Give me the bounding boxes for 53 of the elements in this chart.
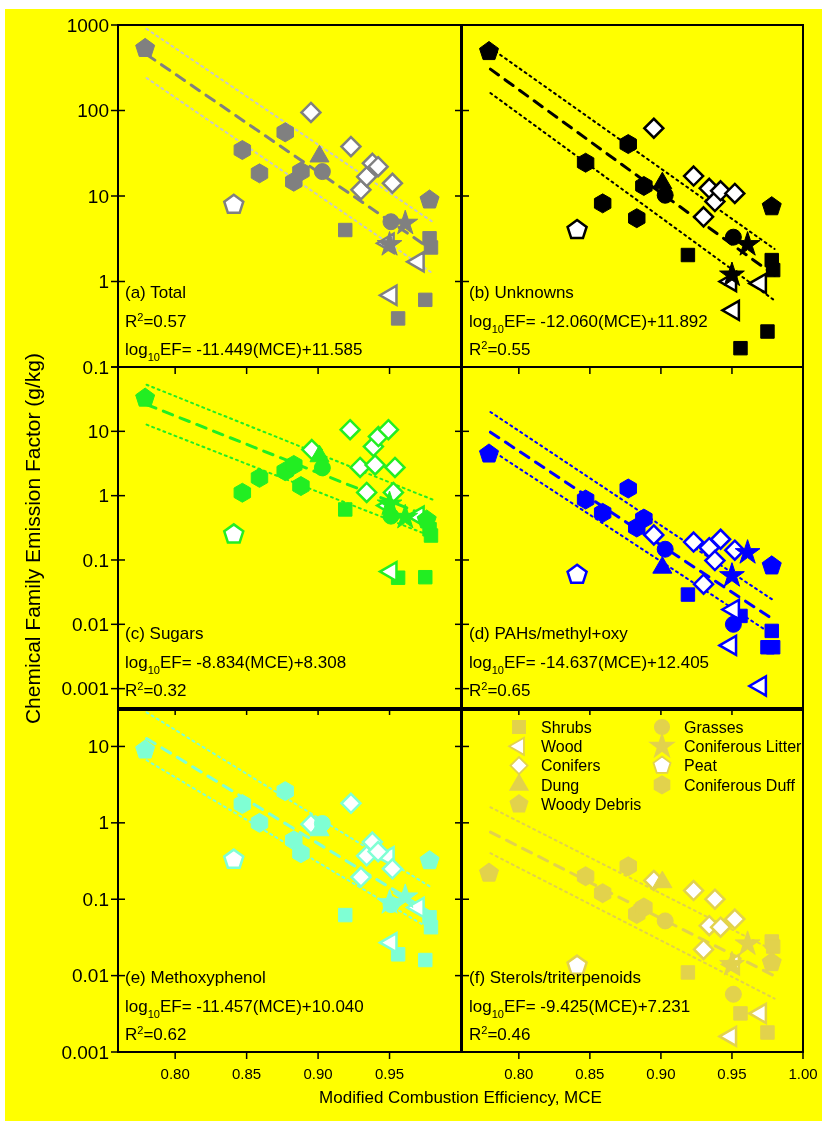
legend-label: Wood xyxy=(541,737,583,755)
legend-label: Peat xyxy=(684,757,718,775)
annotation: R$^{2}$=0.65 xyxy=(469,680,531,700)
y-tick-label: 10 xyxy=(87,736,109,758)
y-tick-label: 0.1 xyxy=(82,549,109,571)
annotation: (c) Sugars xyxy=(125,624,204,643)
annotation: (e) Methoxyphenol xyxy=(125,968,266,987)
x-tick-label: 0.85 xyxy=(232,1065,262,1082)
x-tick-label: 0.90 xyxy=(303,1065,333,1082)
annotation: log$_{10}$EF= -8.834(MCE)+8.308 xyxy=(125,652,347,676)
annotation: log$_{10}$EF= -9.425(MCE)+7.231 xyxy=(469,996,691,1020)
y-tick-label: 0.1 xyxy=(82,356,109,378)
y-tick-label: 100 xyxy=(77,100,109,122)
annotation: log$_{10}$EF= -14.637(MCE)+12.405 xyxy=(469,652,710,676)
legend-label: Grasses xyxy=(684,718,744,736)
annotation: R$^{2}$=0.32 xyxy=(125,680,187,700)
annotation: R$^{2}$=0.57 xyxy=(125,310,187,331)
annotation: R$^{2}$=0.62 xyxy=(125,1024,187,1044)
legend-label: Coniferous Duff xyxy=(684,776,796,794)
y-tick-label: 0.001 xyxy=(61,678,109,700)
x-tick-label: 0.85 xyxy=(575,1065,605,1082)
x-tick-label: 0.80 xyxy=(160,1065,190,1082)
y-tick-label: 0.001 xyxy=(61,1041,109,1063)
y-tick-label: 10 xyxy=(87,185,109,207)
annotation: log$_{10}$EF= -12.060(MCE)+11.892 xyxy=(469,311,708,335)
y-tick-label: 10 xyxy=(87,420,109,442)
y-tick-label: 0.01 xyxy=(72,613,109,635)
legend-label: Shrubs xyxy=(541,718,592,736)
y-axis-title: Chemical Family Emission Factor (g/kg) xyxy=(21,352,44,725)
annotation: R$^{2}$=0.55 xyxy=(469,339,531,359)
annotation: (b) Unknowns xyxy=(469,283,574,302)
annotation: log$_{10}$EF= -11.449(MCE)+11.585 xyxy=(125,340,363,363)
y-tick-label: 1 xyxy=(98,271,109,293)
y-tick-label: 0.01 xyxy=(72,965,109,987)
x-axis-title: Modified Combustion Efficiency, MCE xyxy=(319,1088,602,1107)
x-tick-label: 0.95 xyxy=(374,1065,405,1082)
annotation: (a) Total xyxy=(125,283,187,302)
legend-label: Woody Debris xyxy=(541,795,642,813)
x-tick-label: 0.80 xyxy=(504,1065,534,1082)
y-tick-label: 1 xyxy=(98,812,109,834)
y-tick-label: 0.1 xyxy=(82,888,109,910)
annotation: log$_{10}$EF= -11.457(MCE)+10.040 xyxy=(125,996,364,1020)
legend-label: Coniferous Litter xyxy=(684,737,803,755)
y-tick-label: 1 xyxy=(98,485,109,507)
annotation: (d) PAHs/methyl+oxy xyxy=(469,624,629,643)
annotation: (f) Sterols/triterpenoids xyxy=(469,968,641,987)
legend-label: Conifers xyxy=(541,757,601,775)
y-tick-label: 1000 xyxy=(66,14,109,36)
x-tick-label: 0.90 xyxy=(646,1065,676,1082)
annotation: R$^{2}$=0.46 xyxy=(469,1024,531,1044)
legend-label: Dung xyxy=(541,776,580,794)
x-tick-label: 1.00 xyxy=(788,1065,818,1082)
x-tick-label: 0.95 xyxy=(717,1065,747,1082)
